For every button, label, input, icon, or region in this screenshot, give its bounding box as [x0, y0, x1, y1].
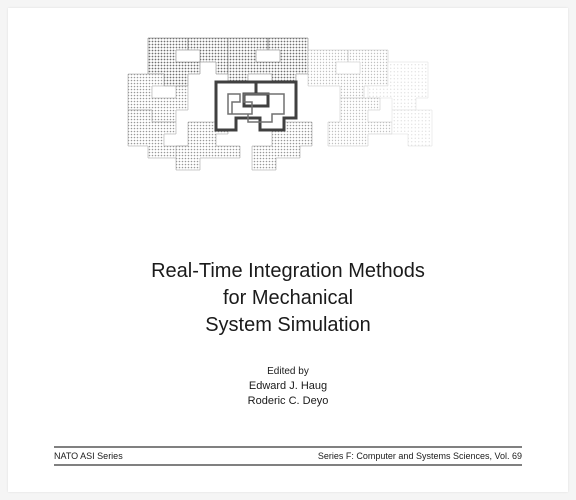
cover-graphic — [8, 28, 568, 188]
series-volume: Series F: Computer and Systems Sciences,… — [318, 451, 522, 461]
title-line-3: System Simulation — [8, 312, 568, 339]
title-block: Real-Time Integration Methods for Mechan… — [8, 258, 568, 339]
series-name: NATO ASI Series — [54, 451, 123, 461]
editor-1: Edward J. Haug — [8, 379, 568, 394]
editor-2: Roderic C. Deyo — [8, 394, 568, 409]
puzzle-graphic-svg — [88, 28, 488, 188]
series-footer-bar: NATO ASI Series Series F: Computer and S… — [54, 446, 522, 466]
book-cover-page: Real-Time Integration Methods for Mechan… — [8, 8, 568, 492]
title-line-2: for Mechanical — [8, 285, 568, 312]
title-line-1: Real-Time Integration Methods — [8, 258, 568, 285]
editors-block: Edited by Edward J. Haug Roderic C. Deyo — [8, 366, 568, 410]
edited-by-label: Edited by — [8, 366, 568, 377]
